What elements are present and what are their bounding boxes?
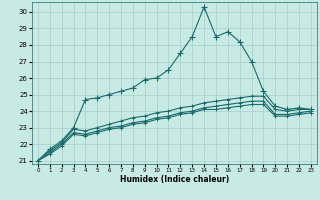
- X-axis label: Humidex (Indice chaleur): Humidex (Indice chaleur): [120, 175, 229, 184]
